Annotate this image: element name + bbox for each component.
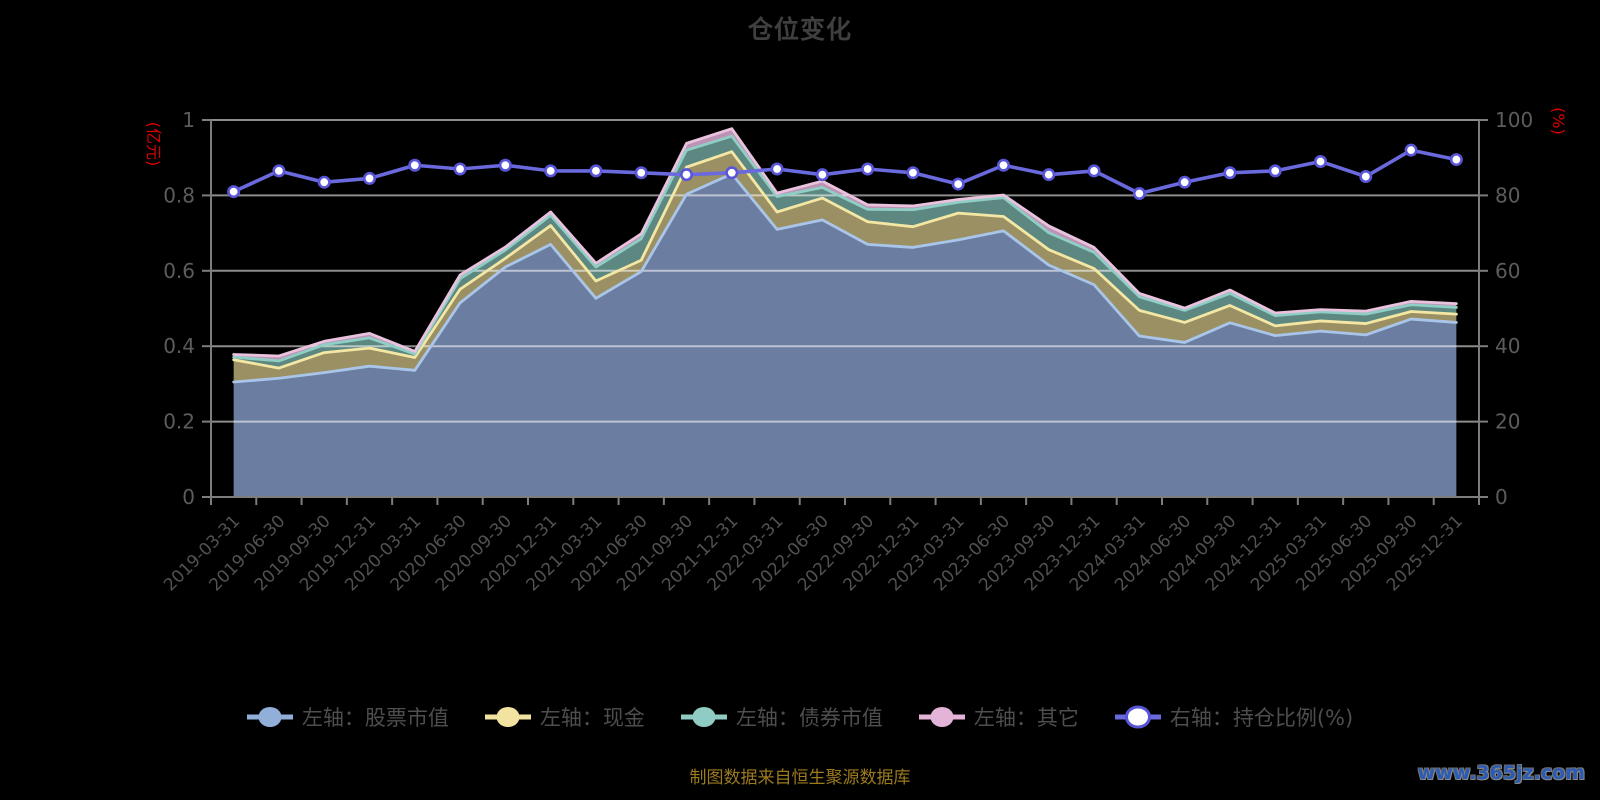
right-tick-label: 20: [1495, 410, 1520, 434]
ratio-point[interactable]: [408, 158, 422, 172]
legend-item-label: 左轴：股票市值: [301, 706, 449, 730]
legend-item-4[interactable]: 右轴：持仓比例(%): [1114, 702, 1354, 732]
ratio-point[interactable]: [770, 162, 784, 176]
right-axis-name: (%): [1549, 107, 1568, 135]
area-border-0: [232, 172, 1458, 384]
ratio-point[interactable]: [1178, 175, 1192, 189]
ratio-point[interactable]: [498, 158, 512, 172]
left-tick-label: 1: [182, 108, 195, 132]
ratio-point[interactable]: [1132, 187, 1146, 201]
area-fill-3: [233, 128, 1457, 361]
ratio-point[interactable]: [679, 168, 693, 182]
ratio-point[interactable]: [362, 171, 376, 185]
right-tick-label: 0: [1495, 485, 1508, 509]
ratio-point[interactable]: [1449, 153, 1463, 167]
left-tick-label: 0.6: [163, 259, 195, 283]
left-tick-label: 0.4: [163, 334, 195, 358]
ratio-point[interactable]: [1359, 170, 1373, 184]
ratio-point[interactable]: [906, 166, 920, 180]
legend-item-label: 右轴：持仓比例(%): [1169, 706, 1354, 730]
area-border-2: [232, 134, 1458, 363]
ratio-point[interactable]: [815, 168, 829, 182]
ratio-point[interactable]: [725, 166, 739, 180]
right-tick-label: 80: [1495, 183, 1520, 207]
legend-item-2[interactable]: 左轴：债券市值: [680, 702, 883, 732]
chart-title: 仓位变化: [747, 15, 852, 44]
ratio-point[interactable]: [996, 158, 1010, 172]
legend-marker-icon: [680, 707, 727, 727]
legend: 左轴：股票市值 左轴：现金 左轴：债券市值 左轴：其它 右轴：持仓比例(%): [0, 702, 1600, 732]
ratio-point[interactable]: [1314, 154, 1328, 168]
legend-marker-icon: [1114, 705, 1161, 729]
legend-marker-icon: [918, 707, 965, 727]
footer-note: 制图数据来自恒生聚源数据库: [689, 768, 911, 788]
watermark: www.365jz.com: [1417, 762, 1585, 784]
legend-item-1[interactable]: 左轴：现金: [484, 702, 645, 732]
ratio-point[interactable]: [227, 185, 241, 199]
legend-item-3[interactable]: 左轴：其它: [918, 702, 1079, 732]
legend-marker-icon: [484, 707, 531, 727]
ratio-point[interactable]: [1223, 166, 1237, 180]
ratio-point[interactable]: [861, 162, 875, 176]
right-tick-label: 60: [1495, 259, 1520, 283]
right-tick-label: 40: [1495, 334, 1520, 358]
legend-item-0[interactable]: 左轴：股票市值: [246, 702, 449, 732]
ratio-point[interactable]: [1404, 143, 1418, 157]
ratio-line: [231, 148, 1459, 196]
ratio-point[interactable]: [453, 162, 467, 176]
area-fill-0: [233, 173, 1457, 497]
area-fill-2: [233, 136, 1457, 369]
area-border-3: [232, 127, 1458, 358]
ratio-point[interactable]: [1087, 164, 1101, 178]
ratio-point[interactable]: [1268, 164, 1282, 178]
ratio-point[interactable]: [544, 164, 558, 178]
left-tick-label: 0: [182, 485, 195, 509]
right-tick-label: 100: [1495, 108, 1533, 132]
ratio-point[interactable]: [634, 166, 648, 180]
ratio-point[interactable]: [317, 175, 331, 189]
left-tick-label: 0.2: [163, 410, 195, 434]
legend-marker-icon: [246, 707, 293, 727]
area-border-1: [232, 150, 1458, 370]
left-axis-name: (亿元): [144, 122, 163, 167]
ratio-point[interactable]: [951, 177, 965, 191]
ratio-point[interactable]: [1042, 168, 1056, 182]
legend-item-label: 左轴：其它: [973, 706, 1079, 730]
ratio-point[interactable]: [589, 164, 603, 178]
legend-item-label: 左轴：现金: [539, 706, 645, 730]
legend-item-label: 左轴：债券市值: [735, 706, 883, 730]
area-fill-1: [233, 151, 1457, 383]
ratio-point[interactable]: [272, 164, 286, 178]
left-tick-label: 0.8: [163, 183, 195, 207]
